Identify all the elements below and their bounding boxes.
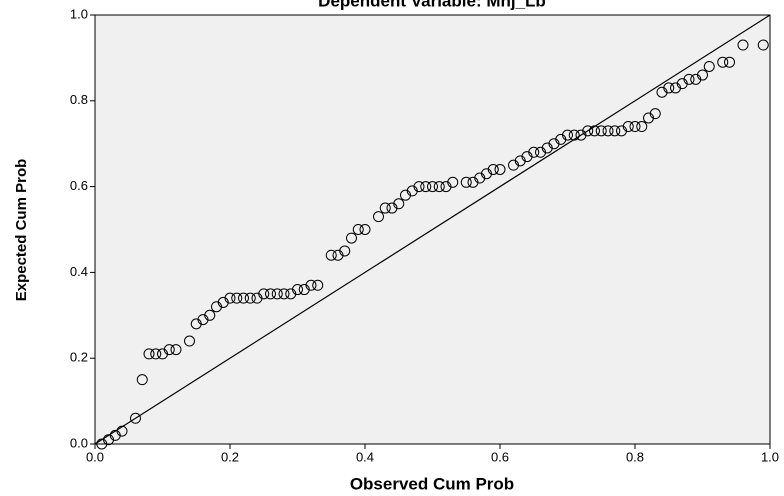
x-tick-label: 0.6	[491, 449, 509, 464]
x-tick-label: 0.4	[356, 449, 374, 464]
y-tick-label: 0.2	[70, 350, 88, 365]
x-tick-label: 0.0	[86, 449, 104, 464]
y-axis-label: Expected Cum Prob	[13, 159, 30, 302]
y-tick-label: 0.8	[70, 92, 88, 107]
x-tick-label: 0.2	[221, 449, 239, 464]
y-tick-label: 0.4	[70, 264, 88, 279]
y-tick-label: 0.6	[70, 178, 88, 193]
y-tick-label: 1.0	[70, 6, 88, 21]
chart-title: Dependent Variable: Mhj_Lb	[318, 0, 546, 10]
y-tick-label: 0.0	[70, 435, 88, 450]
x-tick-label: 0.8	[626, 449, 644, 464]
x-tick-label: 1.0	[761, 449, 779, 464]
chart: Dependent Variable: Mhj_Lb Observed Cum …	[0, 0, 784, 496]
x-axis-label: Observed Cum Prob	[350, 474, 514, 493]
